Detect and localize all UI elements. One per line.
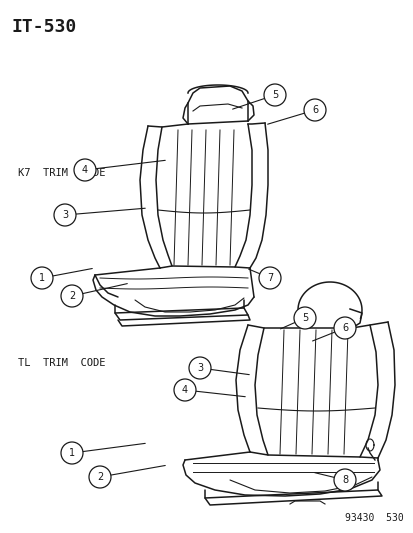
Text: 6: 6 [311,105,317,115]
Text: 1: 1 [39,273,45,283]
Text: 5: 5 [271,90,278,100]
Circle shape [333,469,355,491]
Text: 93430  530: 93430 530 [344,513,403,523]
Circle shape [259,267,280,289]
Circle shape [189,357,211,379]
Circle shape [333,317,355,339]
Text: 1: 1 [69,448,75,458]
Text: 2: 2 [69,291,75,301]
Text: 4: 4 [181,385,188,395]
Text: 4: 4 [82,165,88,175]
Text: 6: 6 [341,323,347,333]
Text: 7: 7 [266,273,273,283]
Circle shape [31,267,53,289]
Text: 3: 3 [62,210,68,220]
Circle shape [61,285,83,307]
Circle shape [263,84,285,106]
Text: IT-530: IT-530 [12,18,77,36]
Text: TL  TRIM  CODE: TL TRIM CODE [18,358,105,368]
Text: 5: 5 [301,313,307,323]
Circle shape [173,379,195,401]
Circle shape [74,159,96,181]
Circle shape [61,442,83,464]
Text: 2: 2 [97,472,103,482]
Circle shape [293,307,315,329]
Circle shape [303,99,325,121]
Circle shape [54,204,76,226]
Circle shape [89,466,111,488]
Text: 8: 8 [341,475,347,485]
Text: 3: 3 [197,363,202,373]
Text: K7  TRIM  CODE: K7 TRIM CODE [18,168,105,178]
